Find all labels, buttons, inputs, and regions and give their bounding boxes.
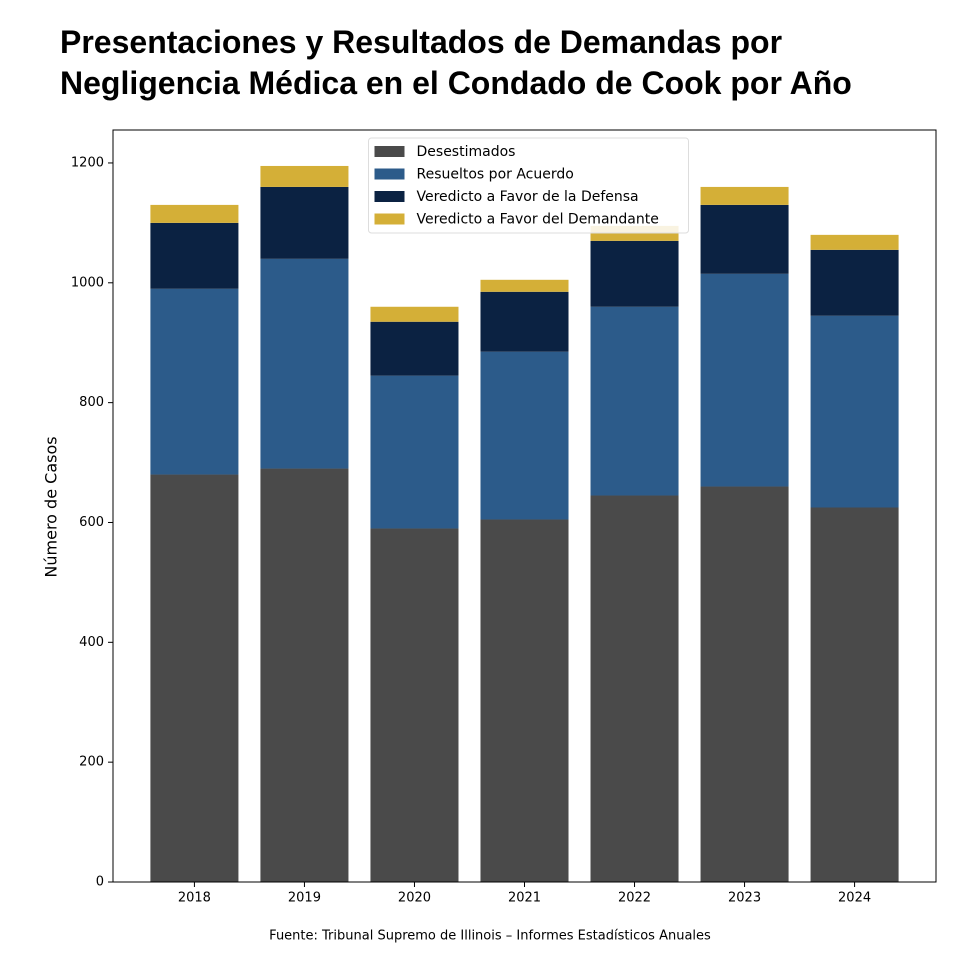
bar-segment [810, 234, 899, 250]
bar-segment [370, 306, 459, 322]
legend-box [368, 137, 689, 234]
bar-segment [370, 528, 459, 882]
y-tick-label: 1000 [71, 275, 104, 290]
source-note: Fuente: Tribunal Supremo de Illinois – I… [269, 929, 711, 944]
bar-segment [480, 279, 569, 292]
legend-label: Resueltos por Acuerdo [417, 167, 574, 183]
bar-segment [260, 258, 349, 469]
bar-segment [590, 495, 679, 882]
bar-segment [370, 375, 459, 529]
legend-swatch [374, 146, 405, 157]
bar-segment [260, 468, 349, 882]
x-tick-label: 2021 [508, 891, 541, 906]
bar-segment [700, 186, 789, 205]
y-tick-label: 800 [79, 395, 104, 410]
bar-segment [700, 486, 789, 882]
x-tick-label: 2024 [838, 891, 871, 906]
legend-label: Veredicto a Favor del Demandante [417, 212, 659, 228]
bar-segment [810, 249, 899, 316]
y-axis-label: Número de Casos [42, 436, 61, 577]
legend-swatch [374, 213, 405, 225]
bar-segment [150, 288, 239, 475]
y-tick-label: 200 [79, 755, 104, 770]
bar-segment [700, 273, 789, 487]
axes-frame [112, 129, 937, 883]
bar-segment [370, 321, 459, 376]
bar-segment [810, 507, 899, 882]
bar-segment [480, 519, 569, 882]
bar-segment [150, 474, 239, 882]
bar-segment [590, 306, 679, 496]
bar-segment [810, 315, 899, 508]
y-tick-label: 600 [79, 515, 104, 530]
chart-title: Negligencia Médica en el Condado de Cook… [60, 65, 852, 101]
bar-segment [590, 240, 679, 307]
legend-swatch [374, 191, 405, 202]
y-tick-label: 400 [79, 635, 104, 650]
x-tick-label: 2023 [728, 891, 761, 906]
bar-segment [260, 186, 349, 259]
x-tick-label: 2020 [398, 891, 431, 906]
bar-segment [480, 291, 569, 352]
legend-swatch [374, 168, 405, 180]
bar-segment [480, 351, 569, 520]
bar-segment [700, 204, 789, 274]
legend-label: Veredicto a Favor de la Defensa [417, 189, 639, 205]
chart-title: Presentaciones y Resultados de Demandas … [60, 24, 782, 60]
x-tick-label: 2019 [288, 891, 321, 906]
bar-segment [150, 222, 239, 289]
x-tick-label: 2018 [178, 891, 211, 906]
bar-segment [260, 165, 349, 187]
y-tick-label: 0 [96, 875, 104, 890]
legend-label: Desestimados [417, 144, 516, 160]
x-tick-label: 2022 [618, 891, 651, 906]
y-tick-label: 1200 [71, 155, 104, 170]
bar-segment [150, 204, 239, 223]
